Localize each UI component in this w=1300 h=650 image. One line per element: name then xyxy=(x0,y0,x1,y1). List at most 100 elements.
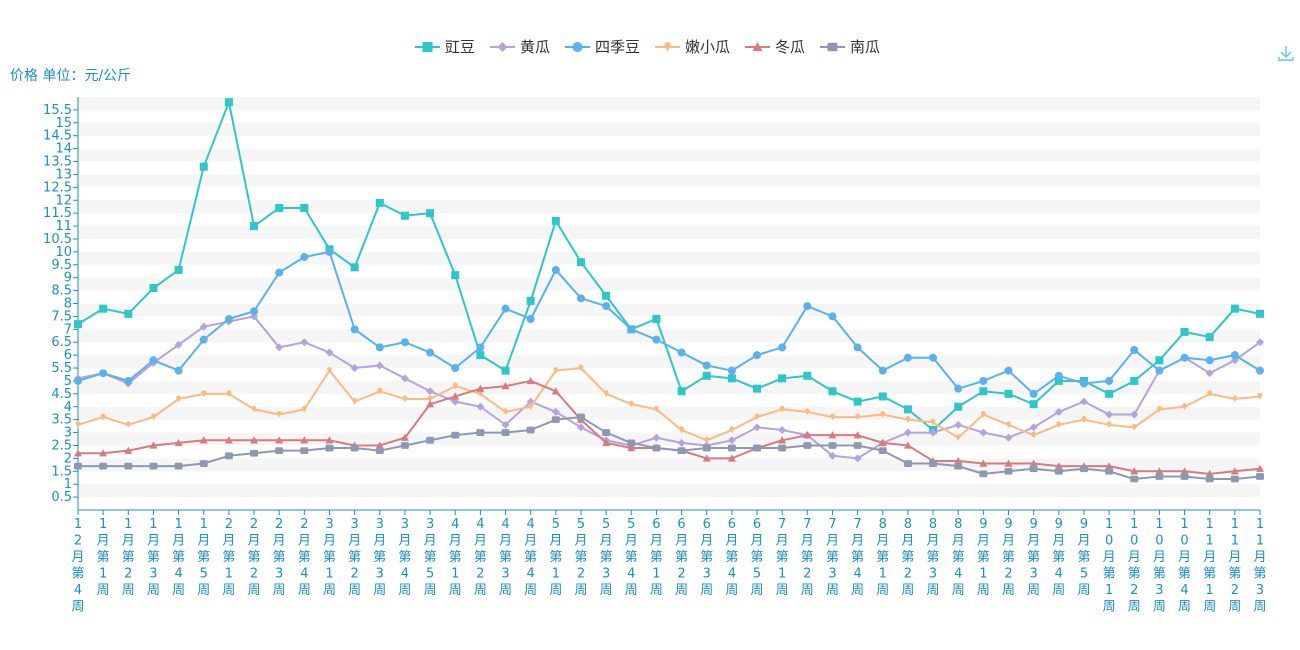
data-point xyxy=(954,456,963,465)
data-point xyxy=(300,203,309,212)
data-point xyxy=(878,366,887,375)
data-point xyxy=(905,416,911,423)
data-point xyxy=(627,444,636,452)
grid-band xyxy=(78,290,1260,304)
data-point xyxy=(526,296,535,305)
data-point xyxy=(526,426,535,434)
legend-item-6[interactable]: 南瓜 xyxy=(820,38,880,56)
download-icon[interactable] xyxy=(1278,46,1294,61)
data-point xyxy=(1004,389,1013,398)
data-point xyxy=(426,436,435,444)
data-point xyxy=(426,387,435,396)
data-point xyxy=(526,376,535,385)
y-tick-label: 14.5 xyxy=(43,129,72,144)
data-point xyxy=(1029,400,1038,409)
data-point xyxy=(302,405,307,413)
series-1 xyxy=(74,98,1264,434)
y-tick-label: 15 xyxy=(55,116,72,131)
data-point xyxy=(929,428,938,437)
data-point xyxy=(1004,467,1013,475)
legend[interactable]: 豇豆 黄瓜 四季豆 嫩小瓜 冬瓜 南瓜 xyxy=(415,38,880,56)
data-point xyxy=(199,162,208,171)
series-line xyxy=(77,315,1261,460)
data-point xyxy=(551,216,560,225)
data-point xyxy=(375,447,384,455)
grid-band xyxy=(78,226,1260,239)
data-point xyxy=(300,338,309,347)
y-tick-label: 7 xyxy=(64,322,72,337)
data-point xyxy=(1230,351,1239,360)
data-point xyxy=(149,284,158,293)
data-point xyxy=(300,447,309,455)
data-point xyxy=(903,460,912,467)
data-point xyxy=(275,203,284,212)
x-tick-label: 5 月第 4 周 xyxy=(625,517,638,598)
data-point xyxy=(124,462,133,470)
grid-band xyxy=(78,238,1260,252)
legend-label: 黄瓜 xyxy=(520,38,550,56)
data-point xyxy=(276,410,282,418)
data-point xyxy=(1205,356,1214,365)
data-point xyxy=(903,441,912,449)
y-tick-label: 3 xyxy=(64,426,72,441)
data-point xyxy=(149,462,158,470)
data-point xyxy=(174,340,183,349)
x-tick-label: 6 月第 5 周 xyxy=(751,517,764,598)
grid-band xyxy=(78,174,1260,188)
data-point xyxy=(753,384,762,393)
y-tick-label: 10.5 xyxy=(43,232,72,247)
series-line xyxy=(77,250,1261,395)
x-tick-label: 9 月第 3 周 xyxy=(1027,517,1040,598)
y-tick-label: 5.5 xyxy=(51,361,72,376)
grid-band xyxy=(78,135,1260,149)
data-point xyxy=(400,338,409,347)
series-line xyxy=(78,416,1261,481)
data-point xyxy=(1180,473,1189,480)
grid-band xyxy=(78,187,1260,201)
data-point xyxy=(125,421,131,429)
data-point xyxy=(400,374,409,383)
data-point xyxy=(1056,421,1062,429)
data-point xyxy=(350,263,359,272)
data-point xyxy=(526,314,535,323)
grid-band xyxy=(78,355,1260,369)
x-tick-label: 4 月第 1 周 xyxy=(449,517,462,598)
data-point xyxy=(654,405,659,413)
data-point xyxy=(828,387,837,396)
data-point xyxy=(878,438,887,447)
legend-item-4[interactable]: 嫩小瓜 xyxy=(655,38,730,56)
data-point xyxy=(702,444,711,452)
data-point xyxy=(174,438,183,447)
data-point xyxy=(929,353,938,362)
data-point xyxy=(1157,405,1162,413)
data-point xyxy=(124,376,133,385)
data-point xyxy=(1054,376,1063,385)
data-point xyxy=(1054,407,1063,416)
grid-band xyxy=(78,445,1260,459)
x-tick-label: 5 月第 1 周 xyxy=(549,517,562,598)
x-tick-label: 9 月第 2 周 xyxy=(1002,517,1015,598)
data-point xyxy=(702,371,711,380)
data-point xyxy=(400,442,409,449)
y-tick-label: 1.5 xyxy=(51,464,72,479)
data-point xyxy=(853,397,862,406)
data-point xyxy=(1130,467,1139,475)
data-point xyxy=(1257,392,1263,400)
legend-item-2[interactable]: 黄瓜 xyxy=(490,38,550,56)
data-point xyxy=(903,428,912,437)
data-point xyxy=(702,361,711,370)
y-tick-label: 10 xyxy=(55,245,72,260)
data-point xyxy=(677,447,686,455)
x-tick-label: 6 月第 1 周 xyxy=(650,517,663,598)
data-point xyxy=(224,452,233,460)
data-point xyxy=(1256,309,1264,318)
legend-item-1[interactable]: 豇豆 xyxy=(415,38,475,56)
legend-item-3[interactable]: 四季豆 xyxy=(565,38,640,56)
y-tick-label: 6.5 xyxy=(51,335,72,350)
y-tick-label: 5 xyxy=(64,374,72,389)
data-point xyxy=(199,322,208,331)
x-tick-label: 1 1 月第 2 周 xyxy=(1228,517,1241,615)
grid-band xyxy=(78,432,1260,446)
data-point xyxy=(250,436,259,444)
legend-item-5[interactable]: 冬瓜 xyxy=(745,38,805,56)
